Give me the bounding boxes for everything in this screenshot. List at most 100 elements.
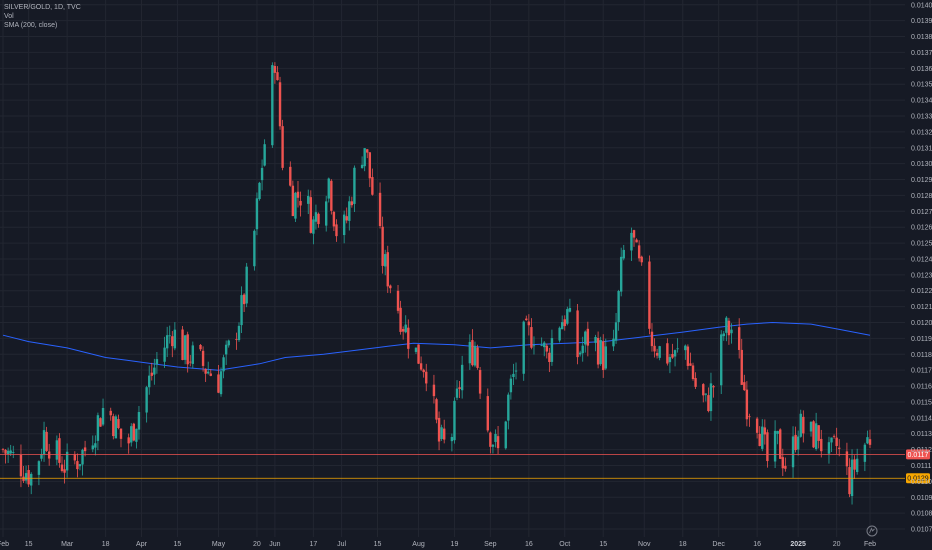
- candle-body: [540, 344, 543, 346]
- candle-body: [399, 307, 402, 332]
- candle-body: [350, 201, 354, 206]
- y-tick-label: 0.0136: [911, 66, 932, 73]
- y-tick-label: 0.0123: [911, 272, 932, 279]
- candle-body: [584, 331, 587, 345]
- candle-body: [94, 443, 97, 448]
- candle-body: [532, 345, 536, 347]
- candle-body: [702, 384, 705, 396]
- tradingview-logo-icon[interactable]: [866, 525, 878, 537]
- candle-body: [442, 428, 446, 440]
- candle-body: [560, 322, 564, 330]
- legend-volume[interactable]: Vol: [4, 13, 14, 20]
- candle-body: [4, 449, 7, 454]
- candle-body: [835, 437, 838, 447]
- candle-body: [368, 152, 372, 179]
- price-tag: [906, 473, 930, 484]
- candle-body: [543, 342, 546, 348]
- candle-body: [312, 219, 315, 234]
- y-tick-label: 0.0140: [911, 2, 932, 9]
- candle-body: [1, 449, 5, 451]
- x-tick-label: Feb: [864, 541, 876, 548]
- candle-body: [776, 431, 779, 434]
- candle-body: [525, 318, 528, 321]
- x-tick-label: Jun: [269, 541, 280, 548]
- x-tick-label: Oct: [559, 541, 570, 548]
- x-tick-label: 20: [253, 541, 261, 548]
- x-tick-label: Dec: [712, 541, 725, 548]
- candle-body: [548, 352, 551, 363]
- y-axis[interactable]: 0.01070.01080.01090.01100.01110.01120.01…: [911, 2, 932, 533]
- candle-body: [863, 444, 867, 462]
- candle-body: [332, 211, 336, 227]
- price-lines-layer: 0.0117 0.0129: [0, 449, 930, 484]
- candle-body: [850, 459, 854, 497]
- candle-body: [401, 329, 405, 332]
- candle-body: [171, 336, 174, 347]
- x-tick-label: 16: [753, 541, 761, 548]
- candle-body: [504, 421, 507, 449]
- candle-body: [240, 295, 243, 326]
- candle-body: [419, 363, 423, 370]
- candle-body: [630, 232, 633, 251]
- candle-body: [838, 447, 841, 449]
- candle-body: [314, 212, 318, 222]
- candle-body: [153, 367, 156, 375]
- chart-legend: SILVER/GOLD, 1D, TVC Vol SMA (200, close…: [4, 3, 81, 30]
- candle-body: [468, 341, 472, 364]
- price-tag: [906, 449, 930, 460]
- x-axis[interactable]: Feb 15 Mar 18 Apr 15 May 20 Jun 17 Jul 15 Aug 19 Sep 16…: [0, 541, 876, 548]
- candle-body: [45, 431, 48, 451]
- candle-body: [619, 256, 623, 292]
- candle-body: [507, 394, 510, 421]
- candle-body: [317, 213, 320, 225]
- candle-body: [289, 166, 292, 186]
- y-tick-label: 0.0111: [911, 463, 931, 470]
- x-tick-label: 16: [525, 541, 533, 548]
- candle-body: [720, 334, 723, 386]
- candle-body: [650, 331, 654, 347]
- candle-body: [586, 328, 590, 346]
- candle-body: [294, 192, 297, 219]
- x-tick-label: 15: [25, 541, 33, 548]
- candle-body: [227, 340, 230, 346]
- candle-body: [407, 327, 410, 349]
- candle-body: [617, 291, 620, 323]
- candle-body: [127, 437, 130, 444]
- candle-body: [632, 230, 636, 238]
- candle-body: [832, 435, 836, 437]
- candle-body: [745, 389, 749, 420]
- candle-body: [363, 148, 366, 167]
- legend-sma[interactable]: SMA (200, close): [4, 22, 58, 29]
- candle-body: [727, 320, 731, 336]
- legend-symbol[interactable]: SILVER/GOLD, 1D, TVC: [4, 4, 81, 11]
- y-tick-label: 0.0129: [911, 177, 932, 184]
- candle-body: [866, 437, 869, 444]
- candle-body: [183, 335, 187, 360]
- candle-body: [40, 453, 43, 459]
- candle-body: [637, 245, 641, 259]
- candle-body: [676, 348, 679, 350]
- y-tick-label: 0.0139: [911, 18, 932, 25]
- candle-body: [245, 266, 248, 304]
- candle-body: [204, 368, 207, 374]
- x-tick-label: Nov: [638, 541, 651, 548]
- candle-body: [163, 347, 166, 362]
- candle-body: [725, 317, 728, 333]
- y-tick-label: 0.0108: [911, 511, 932, 518]
- candle-body: [291, 185, 295, 217]
- candle-body: [173, 329, 177, 349]
- candle-body: [712, 386, 715, 388]
- candle-body: [558, 327, 561, 341]
- candle-body: [855, 458, 859, 472]
- candle-body: [602, 341, 605, 371]
- candle-body: [812, 421, 815, 448]
- candle-body: [130, 426, 133, 443]
- candle-body: [473, 345, 477, 366]
- candle-body: [496, 436, 500, 449]
- candle-body: [55, 440, 59, 460]
- candle-body: [378, 192, 382, 226]
- candle-body: [545, 345, 548, 352]
- candle-body: [527, 321, 531, 326]
